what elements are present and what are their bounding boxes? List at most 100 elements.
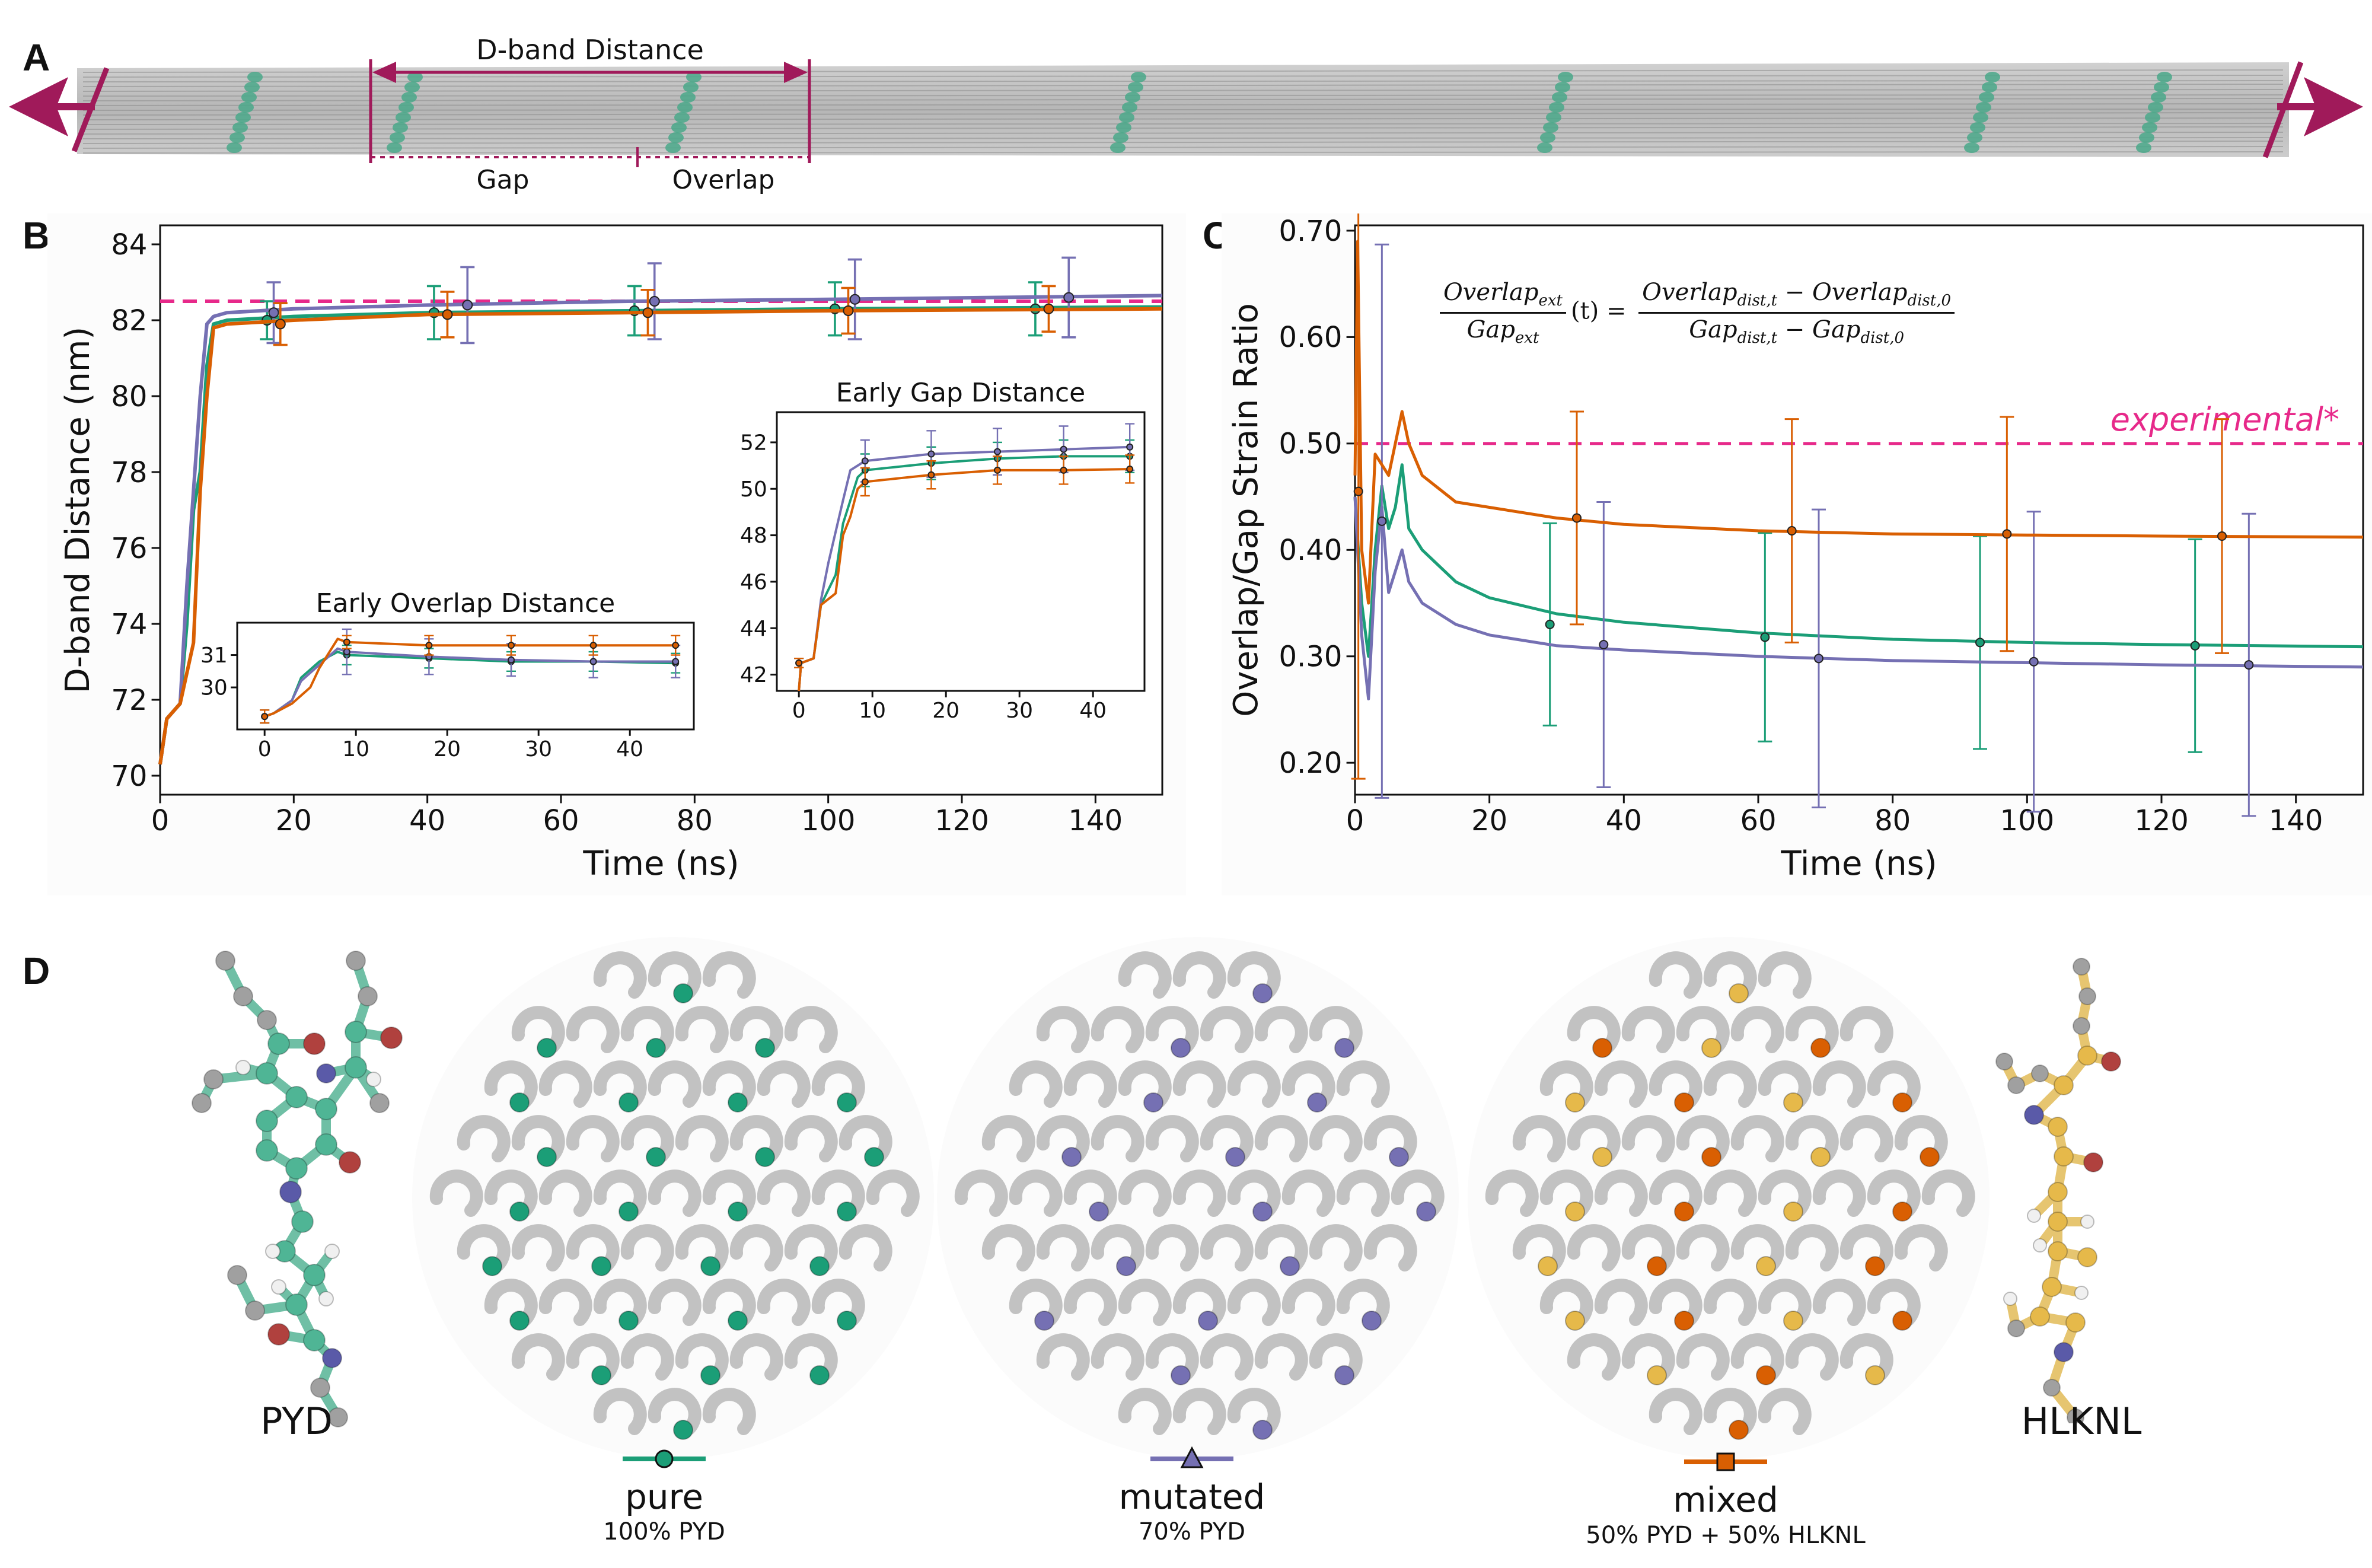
collagen-molecule (1758, 1279, 1812, 1326)
b-inset1-y-tick-label: 48 (740, 524, 767, 548)
collagen-molecule (511, 1333, 565, 1381)
collagen-molecule (1703, 1169, 1757, 1217)
crosslink-site (618, 1092, 639, 1113)
collagen-molecule (1730, 1115, 1784, 1162)
collagen-molecule (811, 1060, 865, 1108)
crosslink-site (1034, 1311, 1054, 1331)
crosslink-site (591, 1365, 611, 1385)
atom (2024, 1105, 2044, 1125)
crosslink-site (1143, 1092, 1163, 1113)
formula-rhs-den-b: Gap (1812, 316, 1861, 343)
c-marker-mutated (1377, 516, 1387, 526)
b-x-tick-label: 120 (935, 804, 989, 837)
collagen-molecule (1200, 1115, 1254, 1162)
collagen-molecule (1063, 1279, 1117, 1326)
collagen-molecule (1621, 1115, 1675, 1162)
crosslink-site (1701, 1038, 1721, 1058)
crosslink-site (1892, 1202, 1912, 1222)
b-inset1-x-tick-label: 0 (792, 699, 806, 723)
b-marker-mixed (642, 307, 653, 318)
crosslink-site (864, 1147, 884, 1167)
c-marker-pure (1975, 638, 1985, 648)
collagen-molecule (620, 1006, 674, 1053)
crosslink-site (618, 1202, 639, 1222)
collagen-molecule (1867, 1279, 1921, 1326)
crosslink-blob (668, 132, 684, 143)
fibril-strand (82, 89, 2284, 92)
collagen-molecule (1009, 1169, 1063, 1217)
collagen-molecule (484, 1060, 538, 1108)
collagen-molecule (1539, 1169, 1593, 1217)
atom (235, 1060, 251, 1075)
crosslink-blob (1110, 142, 1126, 153)
panel-label-b: B (23, 214, 50, 257)
collagen-molecule (593, 1169, 647, 1217)
collagen-molecule (784, 1333, 838, 1381)
collagen-molecule (1200, 1333, 1254, 1381)
strain-ratio-chart: 0 20 40 60 80 100 120 140 0.20 0.30 0.40 0.50 0.60 0.… (1222, 213, 2372, 895)
b-marker-mixed (1043, 303, 1054, 314)
atom (2083, 1152, 2103, 1172)
c-y-tick-label: 0.30 (1279, 640, 1343, 674)
collagen-molecule (1839, 1115, 1893, 1162)
b-inset0-marker-mixed (261, 713, 269, 721)
atom (315, 1133, 337, 1156)
formula-lhs-arg: (t) = (1570, 297, 1627, 325)
b-inset1-marker-mixed (1126, 465, 1134, 473)
crosslink-site (1362, 1311, 1382, 1331)
atom (2073, 1017, 2090, 1035)
crosslink-site (837, 1311, 857, 1331)
crosslink-blob (396, 112, 411, 123)
collagen-molecule (729, 1115, 783, 1162)
collagen-molecule (1172, 1060, 1226, 1108)
c-marker-mixed (1787, 525, 1797, 536)
formula-lhs: Overlapext Gapext (1440, 279, 1566, 347)
crosslink-site (1647, 1256, 1667, 1276)
crosslink-site (673, 983, 693, 1003)
fibril-strand (82, 109, 2284, 111)
atom (2042, 1277, 2062, 1297)
c-y-tick-label: 0.40 (1279, 534, 1343, 567)
crosslink-site (1565, 1311, 1585, 1331)
collagen-molecule (1227, 1388, 1281, 1435)
collagen-molecule (1091, 1224, 1144, 1271)
b-inset0-plot-frame (236, 622, 695, 731)
c-y-tick-label: 0.20 (1279, 747, 1343, 780)
collagen-molecule (1227, 1060, 1281, 1108)
collagen-molecule (538, 1279, 592, 1326)
c-x-tick-label: 120 (2134, 804, 2189, 837)
collagen-molecule (1867, 1060, 1921, 1108)
c-x-tick-label: 60 (1740, 804, 1776, 837)
legend-mutated-name: mutated (1118, 1477, 1265, 1517)
collagen-molecule (648, 1060, 702, 1108)
atom (310, 1378, 330, 1398)
atom (345, 1056, 367, 1079)
pyd-label: PYD (260, 1400, 333, 1443)
crosslink-site (1198, 1311, 1218, 1331)
left-pull-arrow (9, 67, 110, 152)
strain-ratio-formula: Overlapext Gapext (t) = Overlapdist,t − … (1435, 279, 1959, 347)
crosslink-blob (1540, 132, 1555, 143)
atom (1995, 1053, 2013, 1070)
crosslink-blob (232, 122, 248, 133)
collagen-molecule (1676, 1006, 1730, 1053)
crosslink-site (1225, 1147, 1245, 1167)
collagen-molecule (1036, 1115, 1090, 1162)
crosslink-site (1729, 983, 1749, 1003)
formula-rhs: Overlapdist,t − Overlapdist,0 Gapdist,t … (1638, 279, 1955, 347)
collagen-molecule (1309, 1006, 1363, 1053)
collagen-molecule (593, 951, 647, 999)
crosslink-blob (407, 72, 423, 82)
atom (2048, 1212, 2068, 1232)
legend-marker-mutated (1150, 1446, 1233, 1468)
collagen-molecule (1009, 1279, 1063, 1326)
collagen-molecule (429, 1169, 483, 1217)
crosslink-site (1865, 1365, 1885, 1385)
crosslink-blob (1119, 112, 1134, 123)
crosslink-site (728, 1202, 748, 1222)
atom (2033, 1238, 2047, 1253)
b-inset1-y-tick-label: 52 (740, 431, 767, 455)
crosslink-site (755, 1038, 775, 1058)
crosslink-site (728, 1311, 748, 1331)
atom (227, 1265, 247, 1285)
